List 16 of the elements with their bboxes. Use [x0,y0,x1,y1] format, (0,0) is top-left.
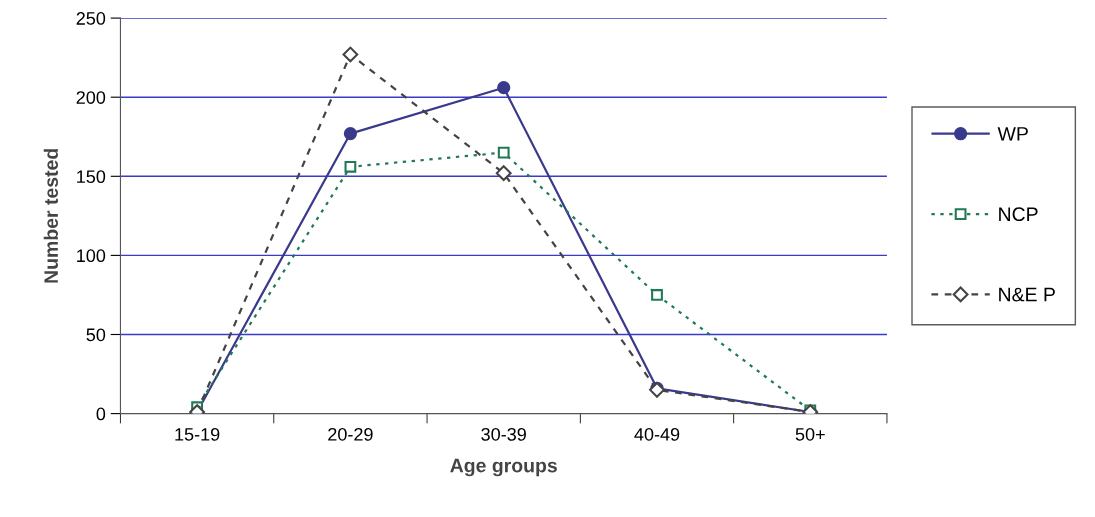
x-tick-label: 30-39 [481,427,526,441]
y-tick-label: 200 [76,91,106,104]
x-tick-label: 50+ [795,427,825,441]
x-axis-title: Age groups [450,458,557,477]
legend-label: WP [997,127,1028,141]
y-tick-label: 150 [77,170,106,184]
y-tick-label: 50 [86,328,106,342]
legend-label: NCP [999,207,1038,222]
x-tick-label: 40-49 [634,427,680,441]
x-tick-label: 20-29 [328,427,373,441]
legend-label: N&E P [999,287,1055,302]
x-tick-label: 15-19 [175,427,220,441]
y-tick-label: 0 [96,407,106,421]
y-tick-label: 100 [77,249,106,263]
y-axis-title: Number tested [43,149,59,283]
y-tick-label: 250 [76,12,106,25]
